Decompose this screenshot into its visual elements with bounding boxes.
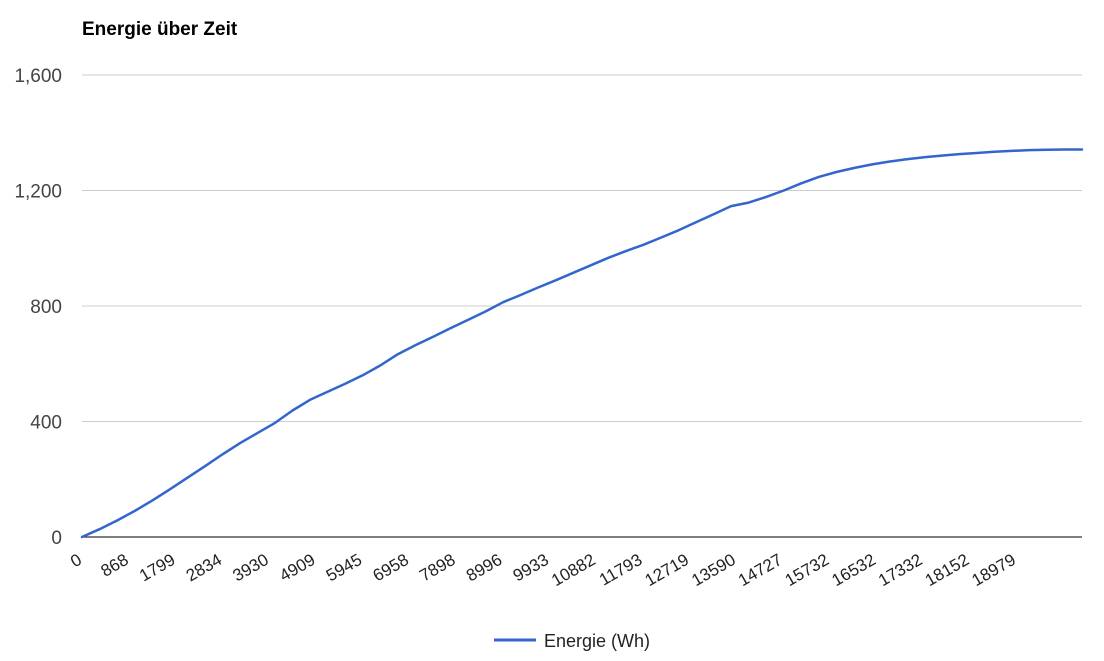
y-tick-label: 1,200 (14, 182, 62, 203)
grid-lines (82, 74, 1082, 538)
x-tick-label: 3930 (230, 550, 272, 585)
x-tick-label: 9933 (510, 550, 552, 585)
x-tick-label: 11793 (596, 550, 645, 589)
legend[interactable]: Energie (Wh) (494, 631, 650, 651)
x-tick-label: 1799 (136, 550, 178, 585)
y-axis-ticks: 0 400 800 1,200 1,600 (14, 66, 62, 549)
x-tick-label: 0 (67, 550, 85, 571)
x-tick-label: 12719 (642, 550, 692, 590)
x-tick-label: 13590 (688, 550, 738, 590)
y-tick-label: 0 (51, 528, 62, 549)
x-tick-label: 16532 (828, 550, 878, 590)
x-tick-label: 5945 (323, 550, 365, 585)
series-group (80, 148, 1084, 539)
y-tick-label: 400 (30, 413, 62, 434)
x-tick-label: 868 (98, 550, 132, 581)
x-tick-label: 18979 (969, 550, 1019, 590)
x-axis-ticks: 0 868 1799 2834 3930 4909 5945 6958 7898 8996 9933… (67, 550, 1019, 590)
x-tick-label: 8996 (463, 550, 505, 585)
x-tick-label: 18152 (922, 550, 972, 590)
x-tick-label: 7898 (416, 550, 458, 585)
chart-title: Energie über Zeit (82, 19, 238, 40)
x-tick-label: 14727 (735, 550, 785, 590)
x-tick-label: 15732 (782, 550, 832, 590)
x-tick-label: 4909 (276, 550, 318, 585)
x-tick-label: 17332 (875, 550, 925, 590)
y-tick-label: 800 (30, 297, 62, 318)
y-tick-label: 1,600 (14, 66, 62, 87)
x-tick-label: 10882 (548, 550, 598, 590)
legend-label[interactable]: Energie (Wh) (544, 631, 650, 651)
x-tick-label: 2834 (183, 550, 225, 585)
x-tick-label: 6958 (370, 550, 412, 585)
series-line[interactable] (80, 148, 1084, 539)
